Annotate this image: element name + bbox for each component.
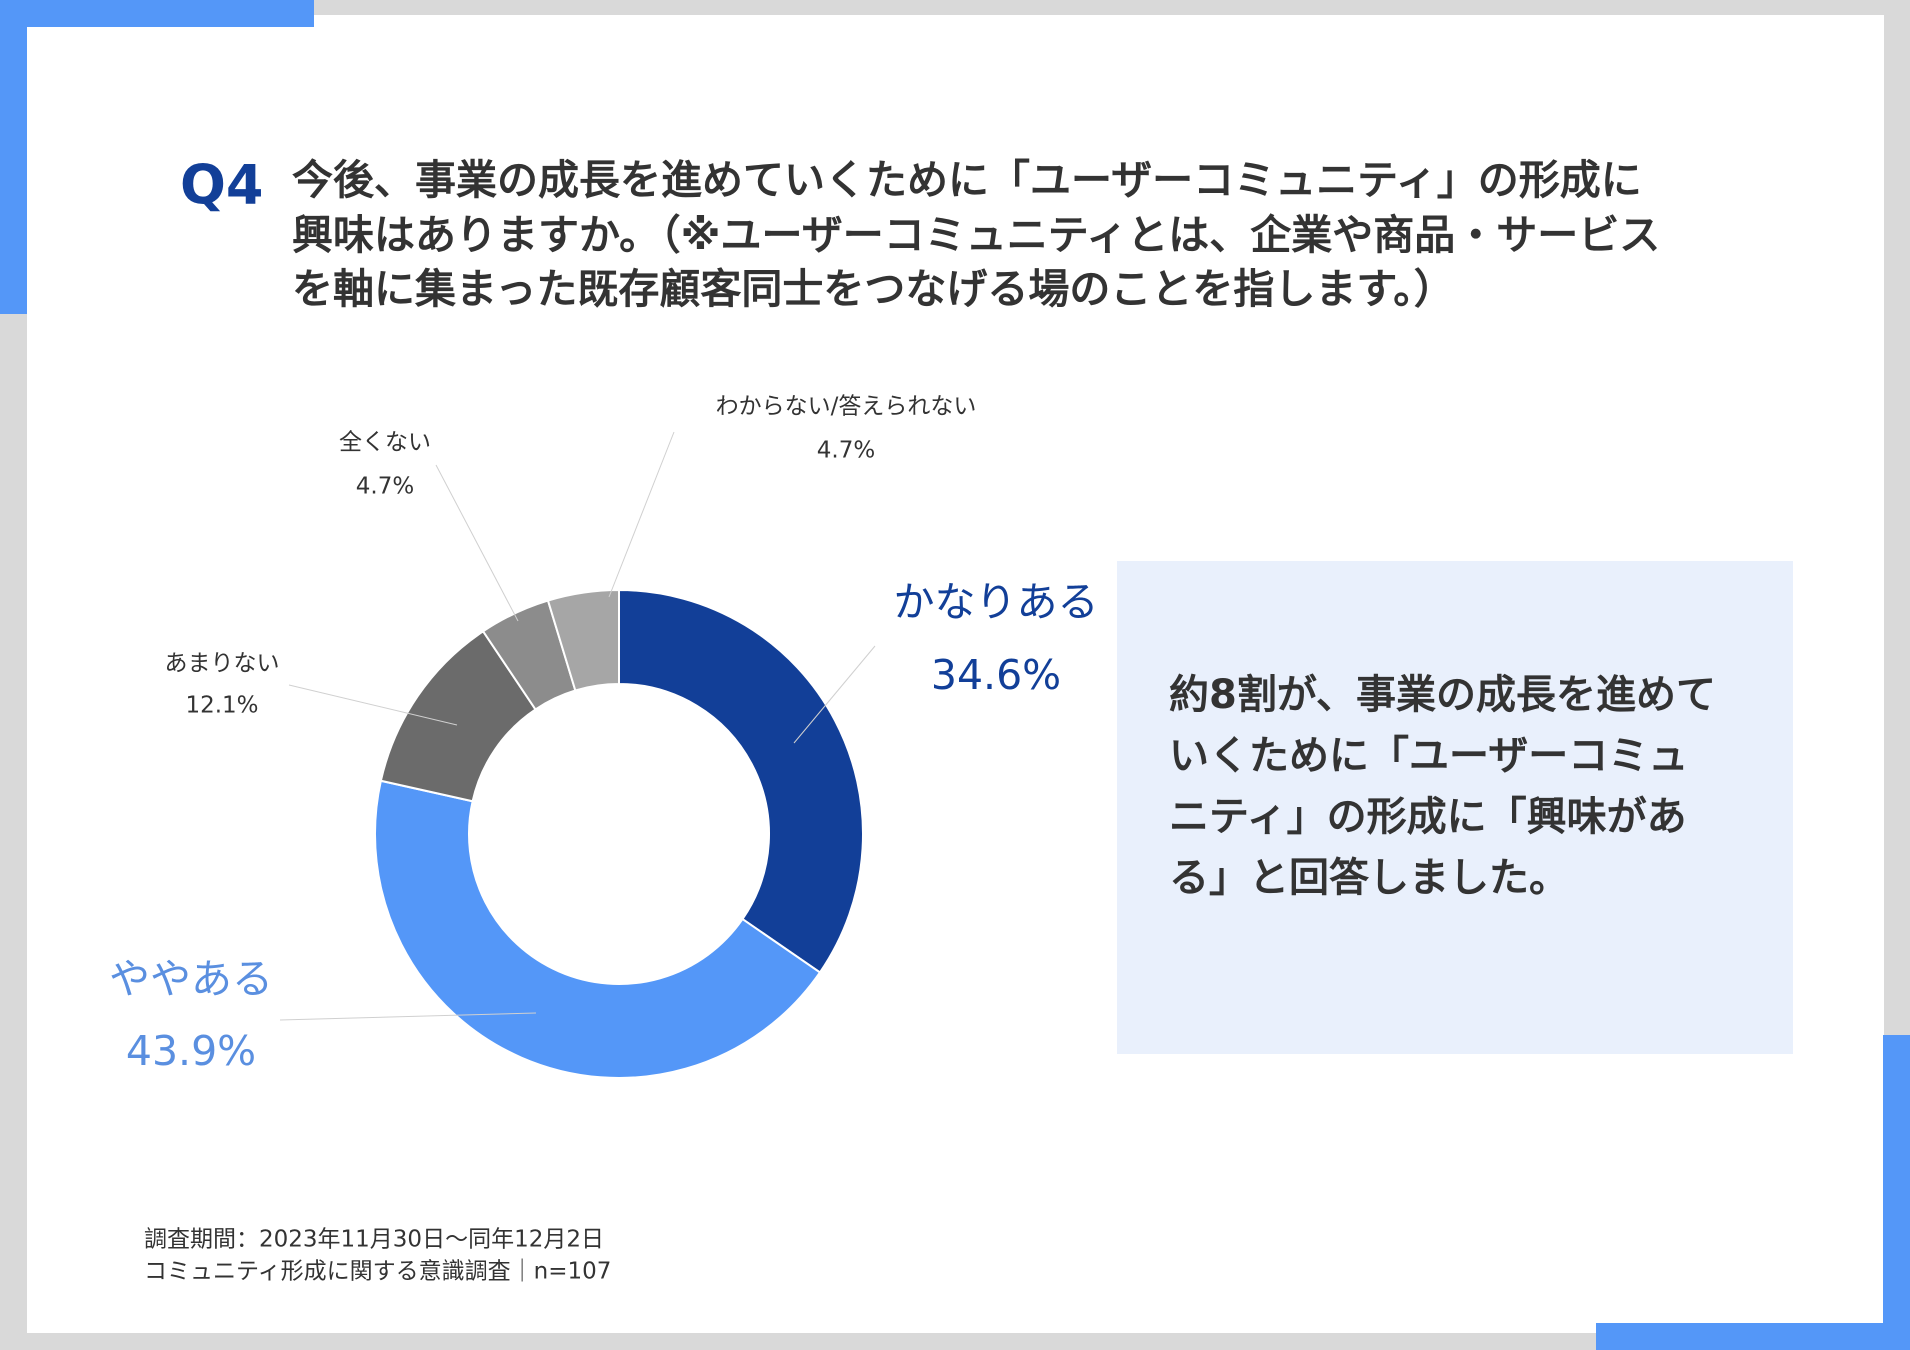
donut-segment bbox=[618, 588, 864, 974]
callout-text: る」と回答しました。 bbox=[1169, 855, 1569, 901]
question-number: Q4 bbox=[180, 154, 263, 217]
leader-line bbox=[608, 431, 675, 598]
data-label-name: わからない/答えられない bbox=[716, 394, 977, 420]
data-label-name: 全くない bbox=[339, 430, 431, 456]
question-text: 興味はありますか。（※ユーザーコミュニティとは、企業や商品・サービス bbox=[292, 211, 1660, 259]
accent bbox=[1883, 1035, 1910, 1350]
leader-line bbox=[288, 684, 458, 726]
question-text: 今後、事業の成長を進めていくために「ユーザーコミュニティ」の形成に bbox=[292, 156, 1642, 204]
accent bbox=[0, 0, 27, 314]
data-label-value: 12.1% bbox=[185, 693, 258, 719]
data-label-value: 34.6% bbox=[931, 651, 1061, 699]
leader-line bbox=[793, 645, 876, 744]
accent bbox=[0, 0, 314, 27]
footnote: コミュニティ形成に関する意識調査｜n=107 bbox=[144, 1259, 611, 1285]
data-label-name: ややある bbox=[109, 955, 273, 1003]
leader-line bbox=[279, 1012, 537, 1021]
callout-box bbox=[1117, 561, 1793, 1054]
donut-segment bbox=[374, 779, 822, 1079]
question-text: を軸に集まった既存顧客同士をつなげる場のことを指します。） bbox=[292, 265, 1455, 313]
data-label-value: 43.9% bbox=[126, 1027, 256, 1075]
callout-text: 約8割が、事業の成長を進めて bbox=[1169, 672, 1716, 718]
data-label-value: 4.7% bbox=[356, 474, 414, 500]
callout-text: いくために「ユーザーコミュ bbox=[1169, 733, 1688, 779]
leader-line bbox=[435, 464, 519, 622]
data-label-value: 4.7% bbox=[817, 438, 875, 464]
footnote: 調査期間：2023年11月30日〜同年12月2日 bbox=[144, 1227, 604, 1253]
callout-text: ニティ」の形成に「興味があ bbox=[1169, 794, 1687, 840]
data-label-name: あまりない bbox=[165, 651, 280, 677]
donut-segment bbox=[546, 588, 620, 692]
accent bbox=[1596, 1323, 1910, 1350]
data-label-name: かなりある bbox=[894, 578, 1099, 626]
